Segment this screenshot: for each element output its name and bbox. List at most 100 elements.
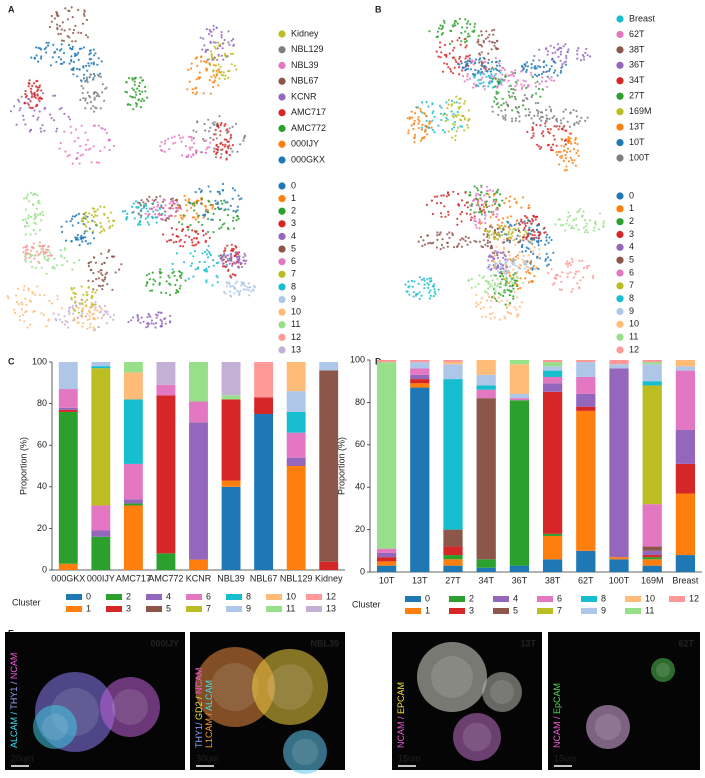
umap-point	[423, 284, 425, 286]
umap-point	[180, 141, 182, 143]
umap-point	[522, 238, 524, 240]
bar-segment	[377, 561, 396, 565]
umap-point	[36, 80, 38, 82]
umap-point	[508, 312, 510, 314]
umap-point	[535, 218, 537, 220]
umap-point	[433, 283, 435, 285]
umap-point	[545, 80, 547, 82]
umap-point	[219, 193, 221, 195]
legend-label: 10	[629, 319, 639, 329]
umap-point	[53, 119, 55, 121]
umap-point	[58, 56, 60, 58]
x-tick-label: 10T	[379, 575, 395, 585]
umap-point	[154, 280, 156, 282]
umap-point	[25, 90, 27, 92]
umap-point	[18, 101, 20, 103]
umap-point	[418, 283, 420, 285]
umap-point	[451, 40, 453, 42]
umap-point	[409, 118, 411, 120]
umap-point	[21, 308, 23, 310]
x-tick-label: NBL67	[250, 573, 278, 583]
umap-point	[469, 191, 471, 193]
legend-label: NBL39	[291, 60, 319, 70]
umap-point	[448, 194, 450, 196]
umap-point	[185, 235, 187, 237]
umap-point	[233, 227, 235, 229]
legend-label: 6	[629, 267, 634, 277]
umap-point	[442, 25, 444, 27]
umap-point	[513, 75, 515, 77]
umap-point	[35, 97, 37, 99]
umap-point	[531, 218, 533, 220]
umap-point	[560, 53, 562, 55]
umap-point	[232, 187, 234, 189]
umap-point	[420, 236, 422, 238]
umap-point	[47, 45, 49, 47]
umap-point	[81, 312, 83, 314]
bar-segment	[319, 562, 338, 570]
bar-segment	[643, 555, 662, 557]
umap-point	[77, 152, 79, 154]
umap-point	[232, 210, 234, 212]
x-tick-label: 000GKX	[51, 573, 85, 583]
bar-segment	[576, 407, 595, 411]
umap-point	[511, 95, 513, 97]
legend-swatch	[616, 124, 623, 131]
umap-point	[560, 70, 562, 72]
umap-point	[24, 123, 26, 125]
legend-label: 9	[246, 603, 251, 613]
umap-point	[575, 224, 577, 226]
umap-point	[452, 72, 454, 74]
bar-segment	[287, 362, 306, 391]
umap-point	[100, 272, 102, 274]
umap-point	[428, 123, 430, 125]
umap-point	[517, 254, 519, 256]
umap-point	[502, 275, 504, 277]
umap-point	[36, 194, 38, 196]
umap-point	[505, 255, 507, 257]
umap-point	[411, 117, 413, 119]
umap-point	[429, 277, 431, 279]
umap-point	[91, 305, 93, 307]
umap-point	[511, 120, 513, 122]
umap-point	[190, 265, 192, 267]
umap-point	[451, 110, 453, 112]
cell-cluster-core	[656, 663, 670, 677]
legend-swatch	[306, 606, 322, 612]
legend-swatch	[493, 596, 509, 602]
umap-point	[474, 23, 476, 25]
umap-point	[568, 160, 570, 162]
umap-point	[103, 206, 105, 208]
umap-point	[52, 56, 54, 58]
umap-point	[411, 111, 413, 113]
umap-point	[222, 47, 224, 49]
umap-point	[426, 133, 428, 135]
umap-point	[32, 115, 34, 117]
umap-point	[26, 222, 28, 224]
umap-point	[518, 115, 520, 117]
umap-point	[74, 25, 76, 27]
umap-point	[68, 10, 70, 12]
umap-point	[105, 273, 107, 275]
umap-point	[561, 289, 563, 291]
umap-point	[440, 107, 442, 109]
umap-point	[447, 246, 449, 248]
umap-point	[41, 124, 43, 126]
umap-point	[544, 122, 546, 124]
umap-point	[92, 79, 94, 81]
umap-point	[537, 65, 539, 67]
umap-point	[70, 220, 72, 222]
umap-point	[146, 282, 148, 284]
umap-point	[232, 220, 234, 222]
umap-point	[453, 22, 455, 24]
legend-swatch	[616, 46, 623, 53]
umap-point	[528, 204, 530, 206]
bar-segment	[643, 364, 662, 381]
umap-point	[455, 135, 457, 137]
umap-point	[501, 273, 503, 275]
umap-point	[465, 38, 467, 40]
umap-point	[578, 155, 580, 157]
umap-point	[200, 151, 202, 153]
umap-point	[486, 299, 488, 301]
umap-point	[85, 34, 87, 36]
